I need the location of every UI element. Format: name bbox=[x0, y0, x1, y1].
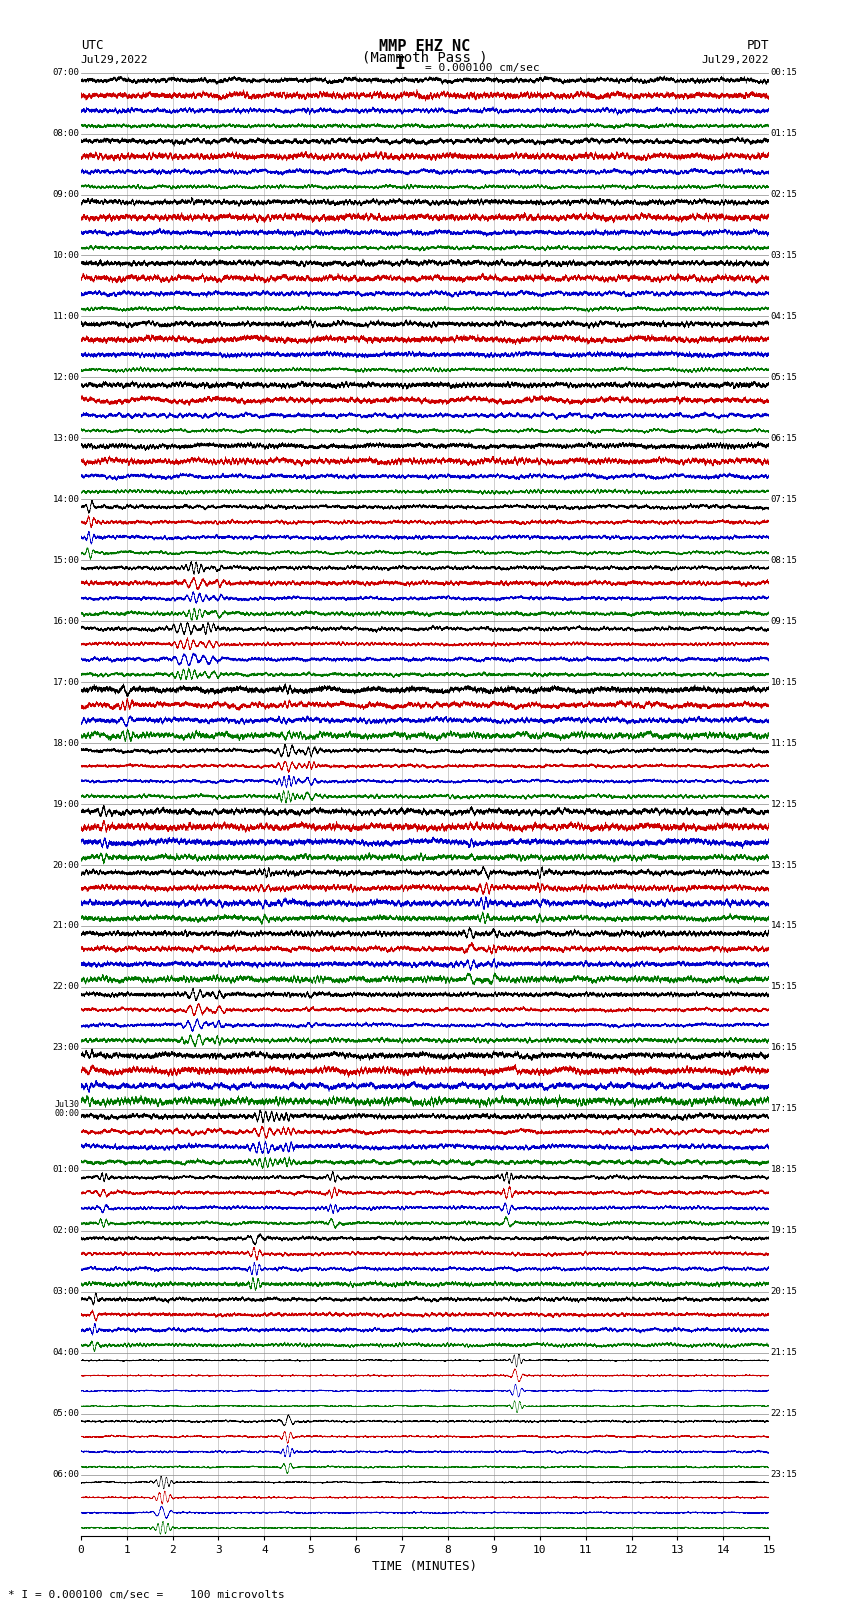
Text: 08:00: 08:00 bbox=[53, 129, 79, 139]
Text: Jul29,2022: Jul29,2022 bbox=[81, 55, 148, 65]
Text: 02:00: 02:00 bbox=[53, 1226, 79, 1236]
Text: 14:15: 14:15 bbox=[771, 921, 797, 931]
Text: 19:00: 19:00 bbox=[53, 800, 79, 808]
Text: 10:15: 10:15 bbox=[771, 677, 797, 687]
Text: 11:00: 11:00 bbox=[53, 311, 79, 321]
Text: 10:00: 10:00 bbox=[53, 252, 79, 260]
Text: 23:00: 23:00 bbox=[53, 1044, 79, 1052]
Text: Jul29,2022: Jul29,2022 bbox=[702, 55, 769, 65]
Text: 20:15: 20:15 bbox=[771, 1287, 797, 1297]
Text: UTC: UTC bbox=[81, 39, 103, 52]
Text: 01:15: 01:15 bbox=[771, 129, 797, 139]
Text: 07:00: 07:00 bbox=[53, 68, 79, 77]
Text: 13:00: 13:00 bbox=[53, 434, 79, 444]
Text: (Mammoth Pass ): (Mammoth Pass ) bbox=[362, 50, 488, 65]
Text: 04:00: 04:00 bbox=[53, 1348, 79, 1357]
Text: = 0.000100 cm/sec: = 0.000100 cm/sec bbox=[425, 63, 540, 73]
Text: 22:15: 22:15 bbox=[771, 1410, 797, 1418]
X-axis label: TIME (MINUTES): TIME (MINUTES) bbox=[372, 1560, 478, 1573]
Text: 18:00: 18:00 bbox=[53, 739, 79, 747]
Text: 06:00: 06:00 bbox=[53, 1469, 79, 1479]
Text: Jul30: Jul30 bbox=[54, 1100, 79, 1108]
Text: PDT: PDT bbox=[747, 39, 769, 52]
Text: 15:15: 15:15 bbox=[771, 982, 797, 992]
Text: 09:15: 09:15 bbox=[771, 616, 797, 626]
Text: 16:15: 16:15 bbox=[771, 1044, 797, 1052]
Text: 01:00: 01:00 bbox=[53, 1165, 79, 1174]
Text: 15:00: 15:00 bbox=[53, 556, 79, 565]
Text: 21:15: 21:15 bbox=[771, 1348, 797, 1357]
Text: 13:15: 13:15 bbox=[771, 861, 797, 869]
Text: 18:15: 18:15 bbox=[771, 1165, 797, 1174]
Text: I: I bbox=[394, 55, 405, 73]
Text: 02:15: 02:15 bbox=[771, 190, 797, 198]
Text: 21:00: 21:00 bbox=[53, 921, 79, 931]
Text: 17:15: 17:15 bbox=[771, 1105, 797, 1113]
Text: 03:15: 03:15 bbox=[771, 252, 797, 260]
Text: 17:00: 17:00 bbox=[53, 677, 79, 687]
Text: 20:00: 20:00 bbox=[53, 861, 79, 869]
Text: 16:00: 16:00 bbox=[53, 616, 79, 626]
Text: 00:15: 00:15 bbox=[771, 68, 797, 77]
Text: 05:15: 05:15 bbox=[771, 373, 797, 382]
Text: 08:15: 08:15 bbox=[771, 556, 797, 565]
Text: 14:00: 14:00 bbox=[53, 495, 79, 503]
Text: 09:00: 09:00 bbox=[53, 190, 79, 198]
Text: 00:00: 00:00 bbox=[54, 1108, 79, 1118]
Text: 05:00: 05:00 bbox=[53, 1410, 79, 1418]
Text: 23:15: 23:15 bbox=[771, 1469, 797, 1479]
Text: 04:15: 04:15 bbox=[771, 311, 797, 321]
Text: 03:00: 03:00 bbox=[53, 1287, 79, 1297]
Text: 22:00: 22:00 bbox=[53, 982, 79, 992]
Text: 06:15: 06:15 bbox=[771, 434, 797, 444]
Text: 12:00: 12:00 bbox=[53, 373, 79, 382]
Text: 19:15: 19:15 bbox=[771, 1226, 797, 1236]
Text: 12:15: 12:15 bbox=[771, 800, 797, 808]
Text: MMP EHZ NC: MMP EHZ NC bbox=[379, 39, 471, 53]
Text: 07:15: 07:15 bbox=[771, 495, 797, 503]
Text: * I = 0.000100 cm/sec =    100 microvolts: * I = 0.000100 cm/sec = 100 microvolts bbox=[8, 1590, 286, 1600]
Text: 11:15: 11:15 bbox=[771, 739, 797, 747]
